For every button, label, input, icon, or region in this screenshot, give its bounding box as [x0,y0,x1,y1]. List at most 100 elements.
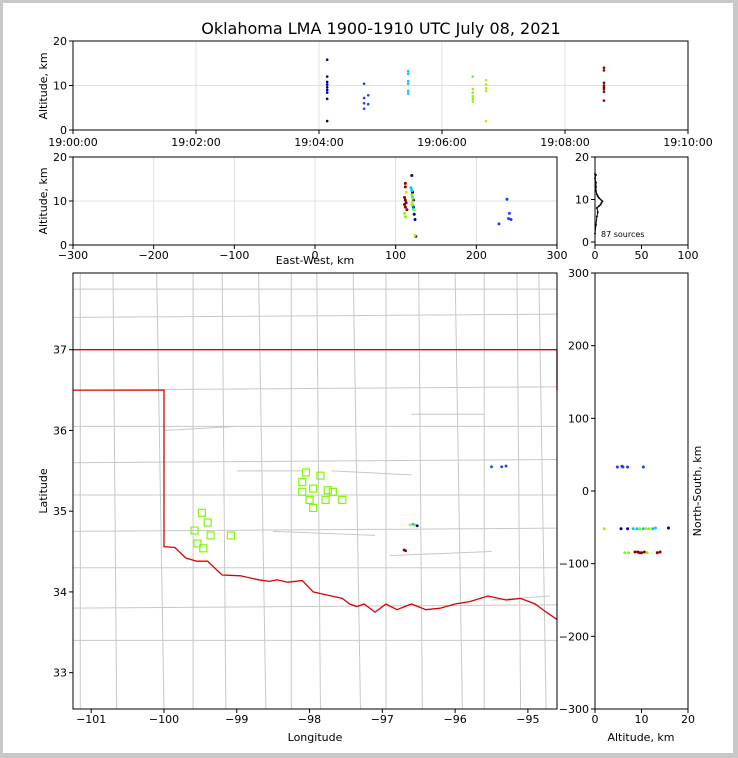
source-point [626,465,630,469]
lma-station-marker [298,487,307,496]
plan-ytick-label: 37 [53,344,67,357]
hist-tick-label: 100 [678,249,699,262]
source-point [403,211,407,215]
county-line [221,272,227,710]
histogram-point [599,203,602,206]
plan-tick-label: −100 [149,713,179,726]
histogram-point [601,200,604,203]
hist-tick-label: 50 [635,249,649,262]
ew-ytick-label: 10 [53,195,67,208]
source-point [655,551,659,555]
source-point [415,524,419,528]
source-point [403,203,407,207]
source-point [504,464,508,468]
ns-tick-label: 0 [592,713,599,726]
ew-tick-label: 300 [547,249,568,262]
source-point [325,85,329,89]
ew-ytick-label: 0 [60,239,67,252]
source-point [505,197,509,201]
source-point [325,80,329,84]
time-ytick-label: 0 [60,124,67,137]
lma-station-marker [309,484,318,493]
source-point [406,72,410,76]
time-ytick-label: 10 [53,80,67,93]
county-line [454,272,463,710]
histogram-point [597,205,600,208]
lma-station-marker [199,544,208,553]
source-point [411,522,415,526]
source-point [405,208,409,212]
source-point [403,181,407,185]
source-point [631,527,635,531]
source-point [626,527,630,531]
source-point [490,465,493,469]
source-point [403,215,407,219]
county-map-layer [72,272,558,710]
source-point [602,69,606,72]
county-line [156,272,165,710]
source-point [645,551,649,555]
ew-ytick-label: 20 [53,151,67,164]
time-tick-label: 19:08:00 [540,136,589,149]
source-point [484,83,488,86]
histogram-point [595,215,598,218]
source-point [623,551,627,555]
source-point [325,88,329,92]
ew-tick-label: −100 [219,249,249,262]
source-point [647,527,651,531]
histogram-point [595,207,598,209]
county-line [163,425,237,431]
ns-ytick-label: 200 [568,340,589,353]
source-point [408,523,412,527]
histogram-point [595,193,598,196]
ns-ytick-label: 0 [582,485,589,498]
lma-station-marker [206,531,215,540]
ns-ytick-label: −300 [559,703,589,716]
source-point [651,527,655,531]
ew-altitude-axes [72,156,558,246]
histogram-point [596,195,599,198]
ew-tick-label: 0 [312,249,319,262]
source-point [325,97,329,101]
county-line [418,272,423,710]
lma-station-marker [328,487,337,496]
ew-tick-label: 200 [466,249,487,262]
plan-tick-label: −101 [76,713,106,726]
source-point [635,527,639,531]
histogram-point [600,201,603,204]
source-point [471,97,475,101]
source-point [404,190,408,194]
source-point [644,527,648,531]
county-line [72,459,558,464]
source-point [362,82,366,86]
lma-station-marker [305,495,314,504]
plan-ytick-label: 33 [53,667,67,680]
source-point [410,188,414,192]
source-point [471,94,475,98]
lma-station-marker [301,468,311,477]
county-line [258,272,267,710]
source-point [471,87,475,91]
ns-xlabel: Altitude, km [607,731,674,744]
plan-view-axes [72,272,558,710]
source-point [500,465,504,469]
lma-station-marker [316,471,325,480]
time-tick-label: 19:02:00 [171,136,220,149]
county-line [72,527,558,532]
source-point [403,185,407,189]
source-point [411,200,415,204]
source-point [412,208,416,212]
source-point [362,107,366,110]
source-point [366,102,370,106]
ns-ytick-label: 300 [568,267,589,280]
source-point [615,465,619,469]
source-point [413,217,417,221]
source-point [602,81,606,85]
source-point [641,465,645,469]
plan-ytick-label: 34 [53,586,67,599]
lma-station-marker [203,518,212,527]
source-point [641,527,645,531]
hist-tick-label: 0 [592,249,599,262]
figure-title: Oklahoma LMA 1900-1910 UTC July 08, 2021 [201,19,560,38]
